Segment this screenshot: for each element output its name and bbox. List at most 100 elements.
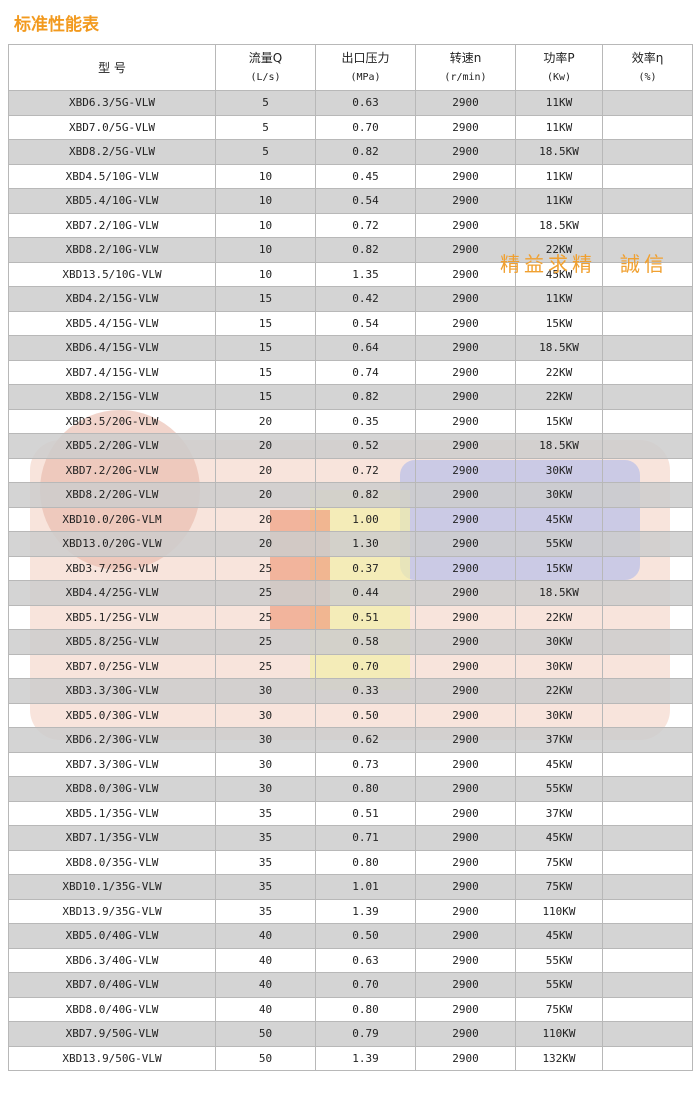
table-cell: 2900 [415,310,516,336]
table-cell: XBD13.0/20G-VLW [8,531,216,557]
table-row: XBD13.9/35G-VLW 35 1.39 2900 110KW [8,898,693,924]
table-row: XBD7.0/25G-VLW 25 0.70 2900 30KW [8,653,693,679]
table-cell [602,825,693,851]
table-cell [602,408,693,434]
table-cell: XBD5.8/25G-VLW [8,629,216,655]
table-cell: 55KW [515,531,603,557]
table-cell: 22KW [515,678,603,704]
table-cell: 2900 [415,482,516,508]
table-cell: 2900 [415,408,516,434]
table-cell: 1.00 [315,506,416,532]
table-cell [602,90,693,116]
table-cell [602,947,693,973]
table-cell: 37KW [515,727,603,753]
table-cell: XBD7.3/30G-VLW [8,751,216,777]
table-cell: 0.51 [315,604,416,630]
table-cell: 25 [215,629,316,655]
column-name: 流量Q [248,50,283,65]
table-cell: 2900 [415,1045,516,1071]
table-cell [602,972,693,998]
table-cell: 35 [215,849,316,875]
table-cell: 2900 [415,972,516,998]
table-cell [602,506,693,532]
table-row: XBD4.4/25G-VLW 25 0.44 2900 18.5KW [8,580,693,606]
column-unit: (%) [638,71,657,83]
table-cell: XBD6.2/30G-VLW [8,727,216,753]
table-cell: 2900 [415,237,516,263]
table-row: XBD5.1/35G-VLW 35 0.51 2900 37KW [8,800,693,826]
table-cell: 2900 [415,90,516,116]
table-cell: XBD8.0/30G-VLW [8,776,216,802]
table-row: XBD8.2/10G-VLW 10 0.82 2900 22KW [8,237,693,263]
table-cell: 11KW [515,114,603,140]
table-cell: 0.33 [315,678,416,704]
table-row: XBD5.4/10G-VLW 10 0.54 2900 11KW [8,188,693,214]
table-cell: 35 [215,898,316,924]
table-cell: 0.35 [315,408,416,434]
table-cell: 15 [215,359,316,385]
table-cell: 45KW [515,825,603,851]
watermark: 精益求精 誠信 [500,252,668,276]
table-cell [602,923,693,949]
table-row: XBD7.2/10G-VLW 10 0.72 2900 18.5KW [8,212,693,238]
table-cell: XBD7.2/20G-VLW [8,457,216,483]
table-cell: 0.62 [315,727,416,753]
table-cell: 2900 [415,653,516,679]
table-cell: 40 [215,996,316,1022]
table-cell: XBD6.3/40G-VLW [8,947,216,973]
table-cell: 110KW [515,1021,603,1047]
table-cell: 75KW [515,874,603,900]
table-cell: 25 [215,555,316,581]
table-row: XBD8.2/15G-VLW 15 0.82 2900 22KW [8,384,693,410]
table-row: XBD7.0/5G-VLW 5 0.70 2900 11KW [8,114,693,140]
table-row: XBD7.1/35G-VLW 35 0.71 2900 45KW [8,825,693,851]
table-cell: XBD6.4/15G-VLW [8,335,216,361]
table-row: XBD6.2/30G-VLW 30 0.62 2900 37KW [8,727,693,753]
table-cell: 2900 [415,898,516,924]
table-cell: 10 [215,261,316,287]
table-cell: 45KW [515,506,603,532]
table-cell: 0.58 [315,629,416,655]
column-name: 转速n [449,50,482,65]
table-cell: 2900 [415,776,516,802]
table-cell [602,1045,693,1071]
table-cell: 40 [215,947,316,973]
table-row: XBD5.0/30G-VLW 30 0.50 2900 30KW [8,702,693,728]
table-cell: 20 [215,531,316,557]
table-cell: 0.80 [315,996,416,1022]
table-cell: XBD5.2/20G-VLW [8,433,216,459]
table-cell: 0.74 [315,359,416,385]
table-cell: 30KW [515,482,603,508]
table-cell: XBD3.5/20G-VLW [8,408,216,434]
table-row: XBD7.4/15G-VLW 15 0.74 2900 22KW [8,359,693,385]
table-cell: 15 [215,286,316,312]
table-cell: 2900 [415,555,516,581]
table-row: XBD6.3/5G-VLW 5 0.63 2900 11KW [8,90,693,116]
table-cell: XBD7.0/40G-VLW [8,972,216,998]
table-cell: 15 [215,335,316,361]
table-cell: XBD7.1/35G-VLW [8,825,216,851]
table-cell: 0.72 [315,212,416,238]
table-row: XBD10.1/35G-VLW 35 1.01 2900 75KW [8,874,693,900]
table-cell: 35 [215,825,316,851]
table-row: XBD8.0/30G-VLW 30 0.80 2900 55KW [8,776,693,802]
table-cell [602,531,693,557]
table-cell [602,139,693,165]
table-row: XBD7.0/40G-VLW 40 0.70 2900 55KW [8,972,693,998]
table-cell: 0.82 [315,384,416,410]
table-cell: 0.37 [315,555,416,581]
table-cell [602,310,693,336]
table-row: XBD5.0/40G-VLW 40 0.50 2900 45KW [8,923,693,949]
table-row: XBD6.4/15G-VLW 15 0.64 2900 18.5KW [8,335,693,361]
table-cell: 2900 [415,849,516,875]
column-header: 型 号 [8,44,216,91]
table-cell: XBD8.0/40G-VLW [8,996,216,1022]
table-cell: 2900 [415,996,516,1022]
table-cell: 0.50 [315,923,416,949]
table-cell: XBD7.2/10G-VLW [8,212,216,238]
table-cell [602,457,693,483]
table-cell [602,678,693,704]
table-cell: 0.72 [315,457,416,483]
table-cell [602,188,693,214]
table-cell: 5 [215,139,316,165]
